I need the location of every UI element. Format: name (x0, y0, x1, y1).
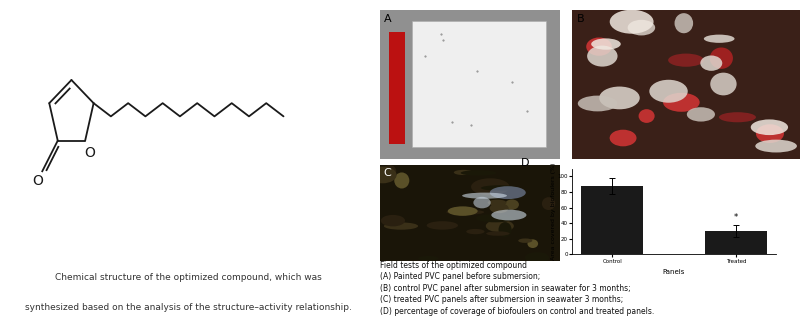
Text: C: C (384, 168, 391, 178)
Ellipse shape (369, 167, 397, 183)
Ellipse shape (446, 210, 484, 215)
Ellipse shape (710, 73, 737, 95)
Ellipse shape (488, 200, 506, 206)
Ellipse shape (498, 222, 512, 237)
Text: A: A (384, 14, 391, 24)
Ellipse shape (426, 221, 458, 230)
Ellipse shape (638, 109, 654, 123)
Ellipse shape (518, 238, 532, 243)
Ellipse shape (394, 172, 410, 189)
Ellipse shape (542, 197, 555, 210)
Text: B: B (577, 14, 584, 24)
Ellipse shape (628, 20, 655, 35)
Ellipse shape (491, 210, 526, 220)
Y-axis label: Area covered by biofoulers (%): Area covered by biofoulers (%) (551, 163, 556, 260)
Ellipse shape (650, 80, 688, 103)
Ellipse shape (490, 186, 526, 199)
Ellipse shape (505, 199, 519, 210)
Ellipse shape (462, 193, 507, 199)
Ellipse shape (382, 165, 396, 177)
Ellipse shape (466, 229, 485, 234)
Ellipse shape (687, 107, 715, 121)
Ellipse shape (476, 214, 514, 222)
Ellipse shape (719, 112, 756, 122)
Ellipse shape (527, 239, 538, 248)
Text: Chemical structure of the optimized compound, which was: Chemical structure of the optimized comp… (54, 273, 322, 282)
Bar (389, 32, 405, 144)
Text: synthesized based on the analysis of the structure–activity relationship.: synthesized based on the analysis of the… (25, 303, 351, 312)
Ellipse shape (755, 140, 797, 153)
Ellipse shape (674, 13, 693, 33)
Ellipse shape (591, 38, 621, 50)
Ellipse shape (490, 203, 509, 213)
X-axis label: Panels: Panels (663, 269, 685, 275)
Ellipse shape (700, 55, 722, 71)
Ellipse shape (381, 215, 405, 226)
Ellipse shape (710, 47, 733, 69)
Ellipse shape (486, 220, 514, 232)
Ellipse shape (474, 197, 490, 208)
Ellipse shape (471, 178, 510, 195)
Ellipse shape (610, 130, 637, 146)
Ellipse shape (587, 45, 618, 66)
Ellipse shape (668, 53, 704, 67)
Ellipse shape (756, 124, 784, 143)
Bar (582, 186, 643, 254)
Ellipse shape (599, 86, 640, 109)
Ellipse shape (610, 10, 654, 34)
Ellipse shape (481, 185, 518, 191)
Text: O: O (85, 146, 95, 160)
Text: D: D (521, 158, 530, 168)
Ellipse shape (384, 222, 418, 230)
Ellipse shape (418, 256, 438, 261)
Ellipse shape (525, 252, 550, 263)
Bar (705, 231, 766, 254)
Bar (413, 22, 546, 147)
Ellipse shape (578, 96, 618, 111)
Ellipse shape (750, 120, 788, 135)
Ellipse shape (663, 93, 700, 112)
Ellipse shape (586, 38, 612, 56)
Ellipse shape (704, 35, 734, 43)
Ellipse shape (461, 170, 497, 176)
Ellipse shape (486, 231, 510, 236)
Text: *: * (734, 213, 738, 222)
Ellipse shape (454, 170, 473, 175)
Ellipse shape (448, 206, 478, 216)
Text: O: O (32, 174, 43, 188)
Text: Field tests of the optimized compound
(A) Painted PVC panel before submersion;
(: Field tests of the optimized compound (A… (380, 261, 736, 318)
